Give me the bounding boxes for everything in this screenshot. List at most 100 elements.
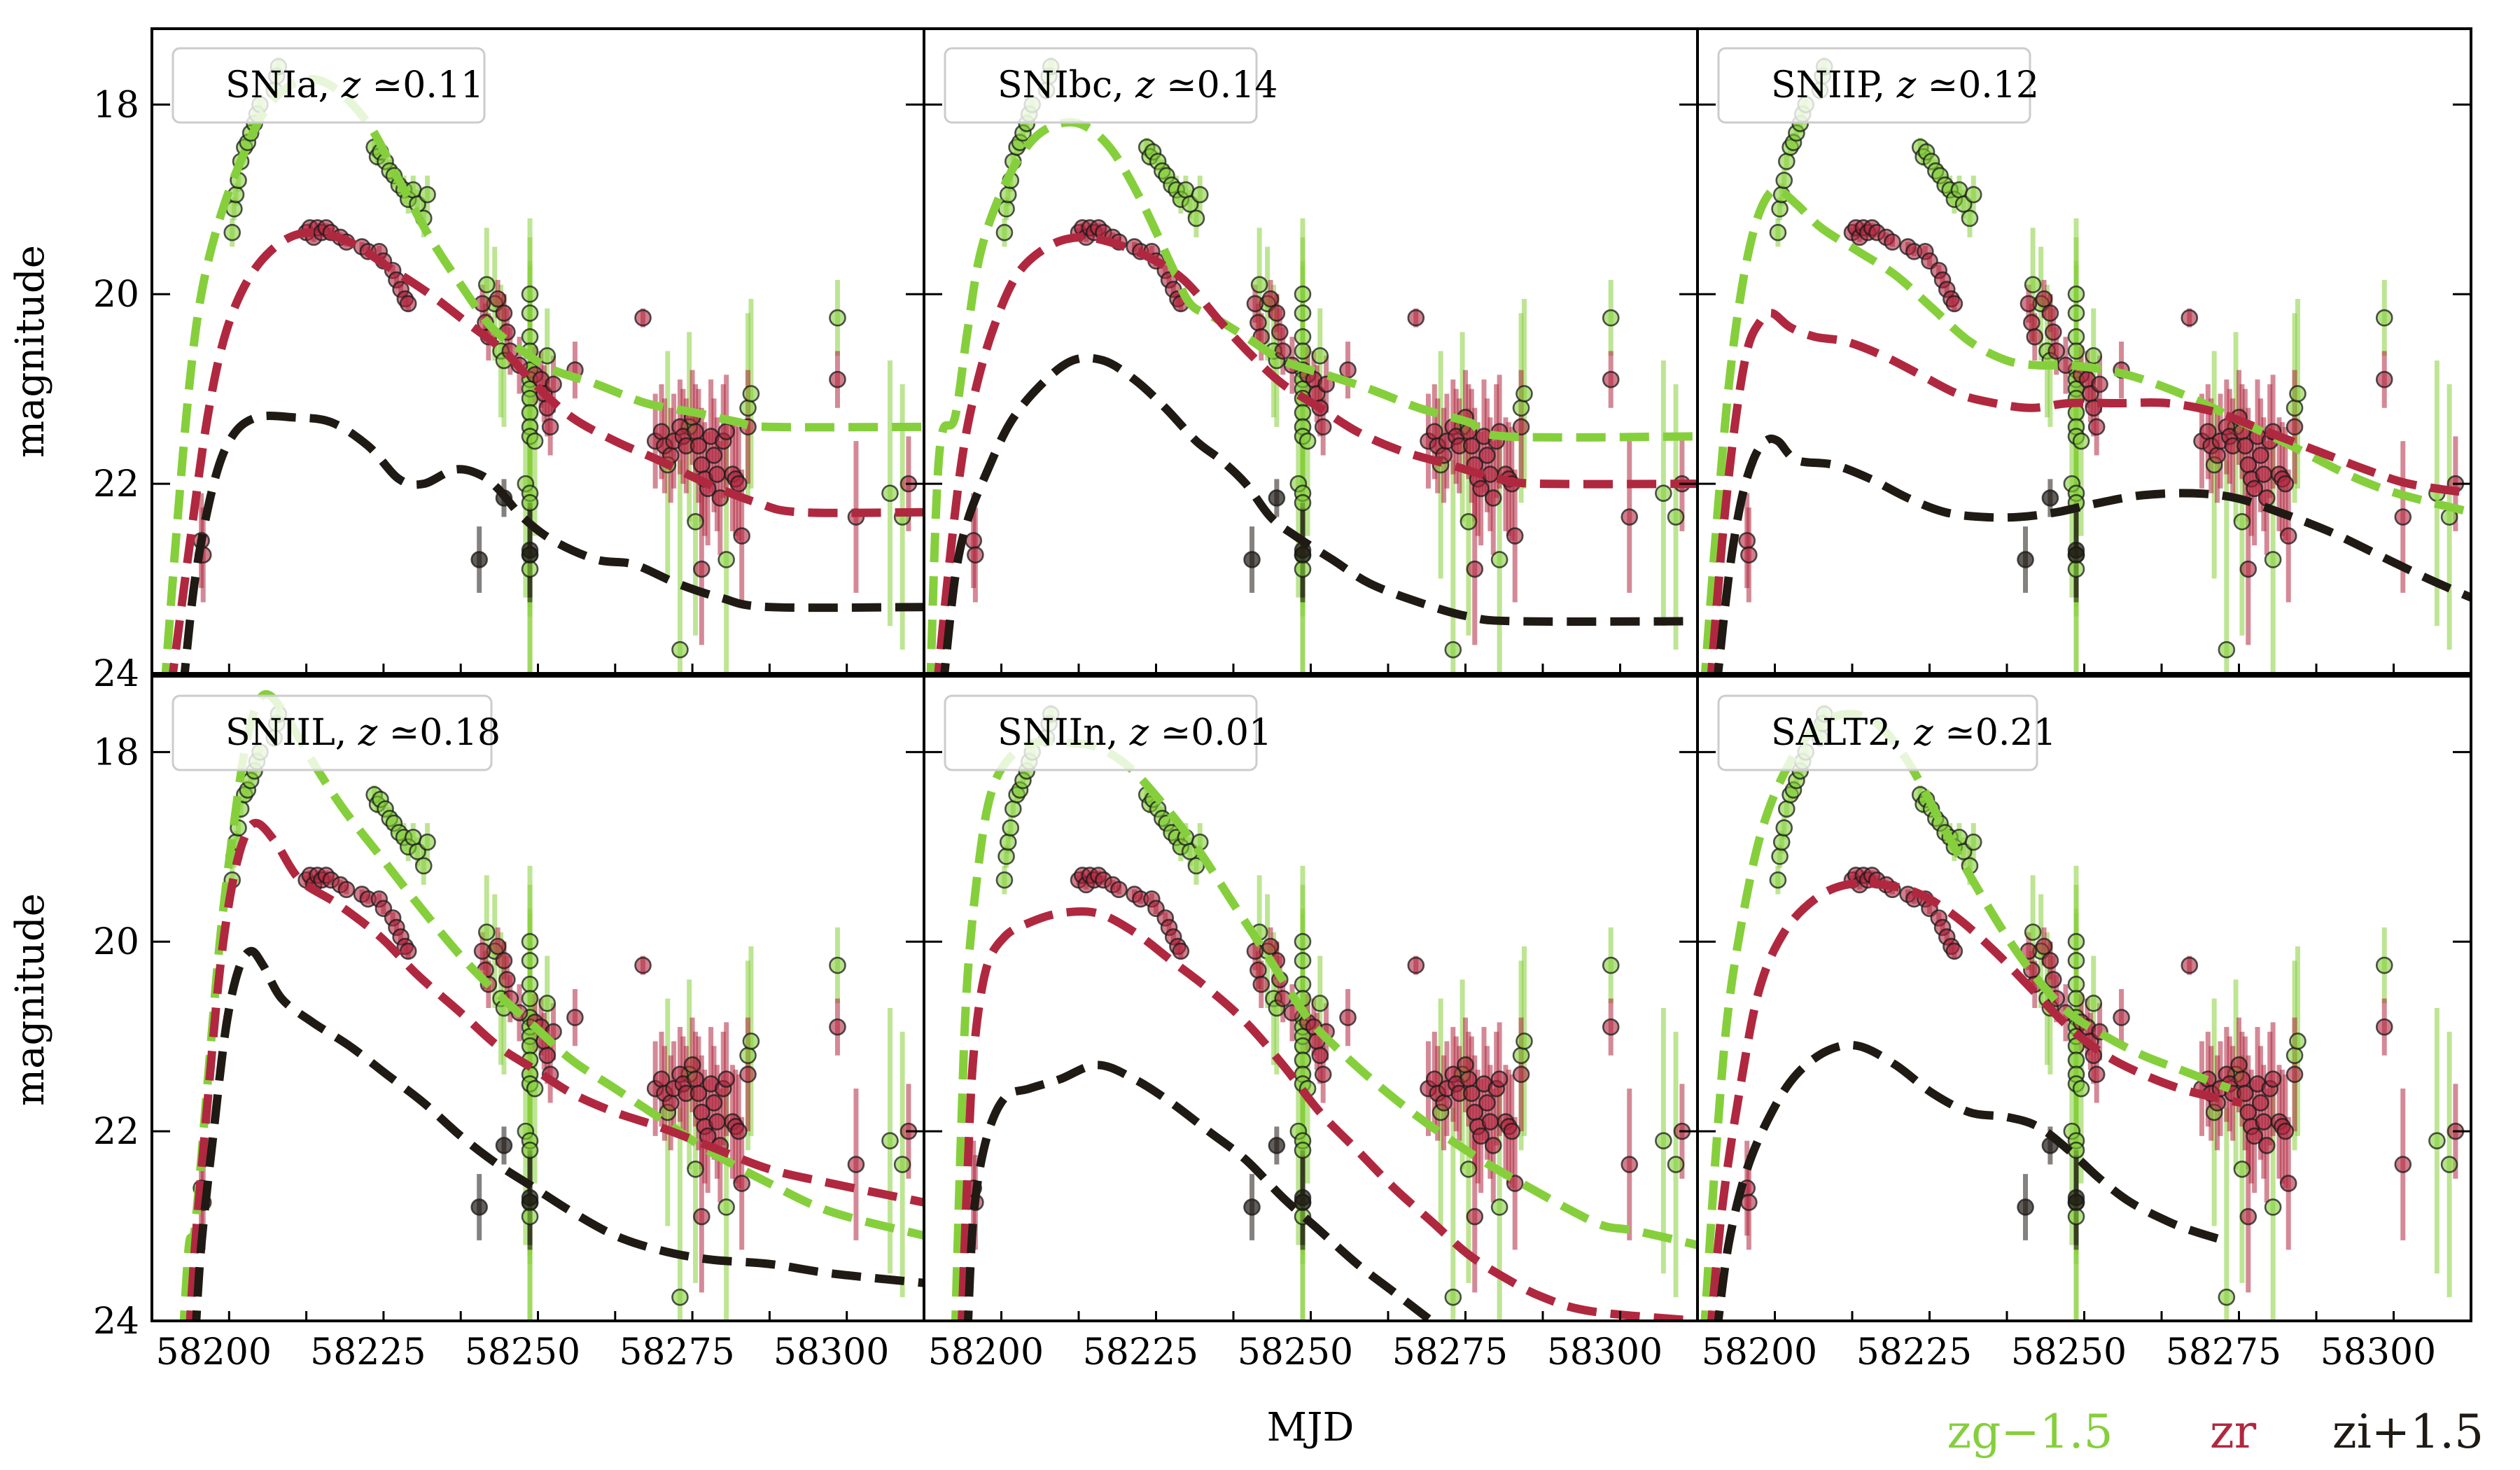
observation-point-g — [1444, 640, 1462, 659]
redshift-symbol: z — [1129, 712, 1161, 754]
observation-point-g — [521, 493, 539, 512]
observation-point-r — [718, 1070, 735, 1088]
observation-point-g — [1769, 871, 1787, 889]
observation-point-i — [2067, 541, 2085, 559]
y-tick-label: 22 — [93, 463, 139, 505]
y-tick-label: 24 — [93, 653, 139, 695]
observation-point-r — [495, 304, 513, 322]
observation-point-i — [521, 541, 539, 559]
observation-point-r — [708, 465, 726, 483]
observation-point-g — [521, 389, 539, 407]
y-axis-label-top: magnitude — [8, 245, 53, 458]
observation-point-r — [683, 1056, 701, 1074]
observation-point-g — [521, 952, 539, 969]
model-curve-g — [951, 737, 1698, 1321]
observation-point-g — [1512, 1046, 1530, 1065]
observation-point-r — [1506, 527, 1524, 545]
observation-point-r — [2180, 309, 2199, 327]
observation-point-g — [1516, 385, 1533, 402]
observation-point-r — [2230, 1056, 2248, 1074]
observation-point-g — [2233, 512, 2251, 531]
observation-point-g — [2085, 994, 2103, 1012]
model-curve-r — [934, 232, 1698, 673]
observation-point-r — [687, 423, 704, 440]
observation-point-g — [2072, 1079, 2090, 1098]
observation-point-r — [1945, 942, 1963, 960]
model-curve-r — [1707, 309, 2471, 673]
observation-point-g — [1512, 399, 1530, 417]
observation-point-g — [1294, 304, 1312, 322]
model-curve-i — [1714, 434, 2471, 673]
panel-snibc: SNIbc, z ≃0.14 — [923, 27, 1699, 675]
observation-point-r — [2276, 475, 2295, 493]
observation-point-g — [739, 399, 757, 417]
observation-point-r — [1484, 1137, 1502, 1154]
observation-point-g — [1667, 508, 1685, 526]
observation-point-g — [995, 223, 1014, 241]
legend: zg−1.5 zr zi+1.5 — [1947, 1405, 2484, 1459]
observation-point-r — [2236, 1084, 2254, 1102]
observation-point-r — [2246, 479, 2263, 498]
observation-point-g — [742, 1032, 760, 1050]
observation-point-g — [521, 1208, 539, 1226]
observation-point-r — [1274, 342, 1292, 360]
x-tick-label: 58250 — [1238, 1331, 1353, 1373]
observation-point-g — [1004, 800, 1022, 818]
observation-point-r — [2087, 1065, 2106, 1084]
observation-point-r — [2035, 937, 2053, 955]
model-curve-i — [964, 1060, 1438, 1321]
observation-point-i — [2067, 1189, 2085, 1207]
panel-label-box — [944, 47, 1258, 124]
observation-point-g — [521, 328, 539, 346]
observation-point-r — [2035, 290, 2053, 308]
observation-point-r — [1271, 323, 1289, 341]
observation-point-r — [1274, 990, 1292, 1007]
observation-point-g — [2375, 309, 2393, 327]
observation-point-g — [893, 1156, 911, 1173]
observation-point-r — [2252, 447, 2269, 464]
observation-point-g — [1444, 1288, 1462, 1306]
observation-point-g — [404, 828, 422, 846]
observation-point-r — [541, 418, 559, 436]
redshift-value: ≃0.12 — [1928, 64, 2039, 106]
observation-point-r — [2286, 418, 2304, 436]
observation-point-g — [2067, 285, 2085, 303]
observation-point-g — [526, 432, 544, 450]
observation-point-r — [1478, 1094, 1496, 1112]
observation-point-r — [1602, 370, 1620, 388]
observation-point-g — [1294, 285, 1312, 303]
observation-point-g — [1961, 209, 1979, 227]
observation-point-r — [1250, 314, 1267, 332]
observation-point-r — [2041, 952, 2059, 969]
observation-point-g — [1490, 551, 1508, 568]
observation-point-g — [2067, 304, 2085, 322]
model-curve-g — [926, 118, 1698, 673]
panel-label: SNIbc, z ≃0.14 — [997, 64, 1278, 106]
observation-point-i — [521, 1189, 539, 1207]
observation-point-g — [2067, 932, 2085, 951]
observation-point-g — [1311, 994, 1329, 1012]
observation-point-r — [1472, 1127, 1490, 1145]
x-tick-label: 58300 — [774, 1331, 889, 1373]
x-tick-label: 58275 — [2166, 1331, 2281, 1373]
observation-point-r — [2239, 560, 2258, 578]
observation-point-r — [1435, 1094, 1452, 1112]
model-curve-g — [161, 74, 924, 673]
panel-label: SNIIL, z ≃0.18 — [225, 712, 500, 754]
observation-point-g — [2289, 385, 2306, 402]
redshift-value: ≃0.21 — [1945, 712, 2056, 754]
observation-point-g — [997, 848, 1015, 865]
observation-point-r — [733, 1175, 750, 1192]
observation-point-r — [1252, 975, 1270, 993]
observation-point-g — [2072, 432, 2090, 450]
panel-label: SNIIP, z ≃0.12 — [1771, 64, 2039, 106]
observation-point-r — [1512, 1065, 1530, 1084]
x-tick-label: 58225 — [310, 1331, 426, 1373]
observation-point-r — [1460, 1070, 1478, 1088]
observation-point-g — [2067, 952, 2085, 969]
redshift-symbol: z — [1135, 64, 1166, 106]
panel-salt2: 58200 58225 58250 58275 58300 SALT2, z ≃0.21 — [1696, 675, 2472, 1373]
observation-point-g — [1490, 1198, 1508, 1216]
observation-point-r — [2026, 328, 2044, 346]
legend-entry-g: zg−1.5 — [1947, 1405, 2113, 1459]
